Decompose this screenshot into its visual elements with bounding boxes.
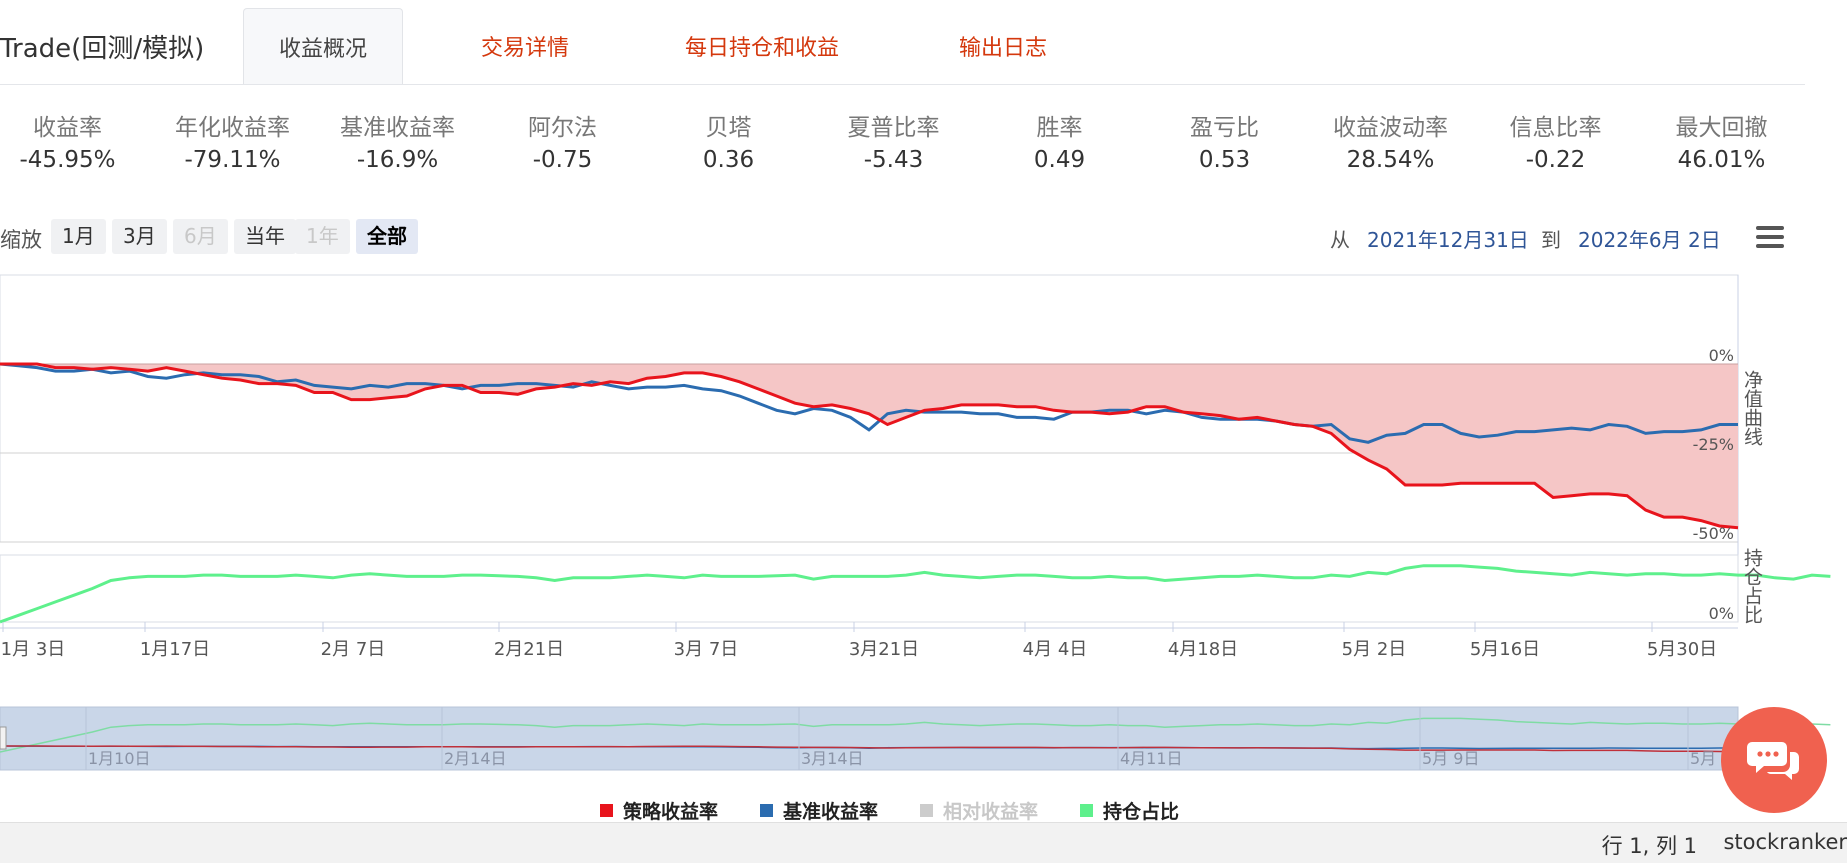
status-bar — [0, 822, 1847, 863]
navigator-handle-left — [0, 726, 7, 750]
metric-label: 年化收益率 — [175, 115, 290, 141]
x-tick-label: 2月 7日 — [321, 639, 386, 660]
y-tick-label: -50% — [1693, 524, 1734, 543]
metric-label: 阿尔法 — [528, 115, 597, 141]
x-tick-label: 3月 7日 — [674, 639, 739, 660]
metric-label: 信息比率 — [1509, 115, 1602, 141]
tab-trade-details[interactable]: 交易详情 — [481, 36, 570, 61]
status-cursor-position: 行 1, 列 1 — [1601, 834, 1697, 858]
legend-relative[interactable]: 相对收益率 — [920, 797, 1038, 824]
tab-output-log[interactable]: 输出日志 — [959, 36, 1048, 61]
zoom-1y-button[interactable]: 1年 — [295, 219, 350, 254]
navigator-strategy-line — [0, 745, 1738, 753]
metric-item: 阿尔法 -0.75 — [480, 112, 645, 176]
navigator-tick-label: 4月11日 — [1120, 749, 1183, 768]
metric-value: 28.54% — [1346, 147, 1435, 173]
tab-divider — [0, 84, 1805, 85]
navigator-tick-label: 1月10日 — [88, 749, 151, 768]
app-title: Trade(回测/模拟) — [0, 34, 205, 64]
chat-bubble-icon — [1747, 742, 1799, 780]
metric-value: 0.36 — [702, 147, 755, 173]
drawdown-area — [0, 364, 1738, 528]
navigator-tick-label: 5月 9日 — [1422, 749, 1479, 768]
range-from-word: 从 — [1330, 228, 1350, 252]
zoom-label: 缩放 — [0, 228, 42, 252]
panel-label-position: 持仓占比 — [1741, 548, 1763, 624]
x-tick-label: 5月16日 — [1470, 639, 1540, 660]
returns-chart[interactable]: 0% -25% -50% 净值曲线 0% 持仓占比 1月 3日 1月17日 2月 7日 2月21日… — [0, 270, 1847, 790]
legend-position[interactable]: 持仓占比 — [1080, 797, 1179, 824]
metric-value: 0.49 — [1033, 147, 1086, 173]
x-tick-label: 1月17日 — [140, 639, 210, 660]
metric-label: 收益波动率 — [1333, 115, 1448, 141]
metric-label: 基准收益率 — [340, 115, 455, 141]
y-tick-label: -25% — [1693, 435, 1734, 454]
range-from-date[interactable]: 2021年12月31日 — [1367, 228, 1529, 252]
x-tick-label: 5月30日 — [1647, 639, 1717, 660]
metric-value: -5.43 — [863, 147, 924, 173]
navigator-tick-label: 2月14日 — [444, 749, 507, 768]
metric-item: 收益率 -45.95% — [0, 112, 150, 176]
position-plot-area — [0, 554, 1739, 623]
metric-item: 基准收益率 -16.9% — [315, 112, 480, 176]
navigator-tick-label: 5月 — [1690, 749, 1716, 768]
zoom-6m-button[interactable]: 6月 — [173, 219, 228, 254]
x-tick-label: 2月21日 — [494, 639, 564, 660]
metric-item: 收益波动率 28.54% — [1308, 112, 1473, 176]
metric-label: 贝塔 — [705, 115, 752, 141]
position-line — [0, 564, 1831, 624]
x-tick-label: 4月18日 — [1168, 639, 1238, 660]
metric-item: 盈亏比 0.53 — [1142, 112, 1307, 176]
navigator-selection — [0, 706, 1739, 771]
status-username: stockranker — [1723, 830, 1847, 854]
y-tick-label: 0% — [1709, 346, 1734, 365]
x-tick-label: 5月 2日 — [1342, 639, 1407, 660]
legend-strategy[interactable]: 策略收益率 — [600, 797, 718, 824]
strategy-line — [0, 362, 1739, 530]
metric-item: 贝塔 0.36 — [646, 112, 811, 176]
metric-label: 盈亏比 — [1190, 115, 1259, 141]
metric-value: 0.53 — [1198, 147, 1251, 173]
metric-value: -16.9% — [356, 147, 439, 173]
metric-item: 最大回撤 46.01% — [1639, 112, 1804, 176]
metric-label: 最大回撤 — [1675, 115, 1768, 141]
metric-label: 夏普比率 — [847, 115, 940, 141]
zoom-1m-button[interactable]: 1月 — [51, 219, 106, 254]
navigator-position-line — [0, 717, 1831, 753]
metric-item: 信息比率 -0.22 — [1473, 112, 1638, 176]
metric-item: 夏普比率 -5.43 — [811, 112, 976, 176]
benchmark-line — [0, 362, 1738, 444]
metric-value: 46.01% — [1677, 147, 1766, 173]
zoom-3m-button[interactable]: 3月 — [112, 219, 167, 254]
panel-label-nav: 净值曲线 — [1741, 370, 1763, 446]
metric-label: 胜率 — [1036, 115, 1083, 141]
x-tick-label: 1月 3日 — [1, 639, 66, 660]
y-tick-label: 0% — [1709, 604, 1734, 623]
zoom-all-button[interactable]: 全部 — [356, 219, 418, 254]
zoom-ytd-button[interactable]: 当年 — [234, 219, 296, 254]
range-to-word: 到 — [1541, 228, 1561, 252]
metric-value: -0.22 — [1525, 147, 1586, 173]
legend-benchmark[interactable]: 基准收益率 — [760, 797, 878, 824]
metric-value: -0.75 — [532, 147, 593, 173]
metric-label: 收益率 — [33, 115, 102, 141]
range-to-date[interactable]: 2022年6月 2日 — [1578, 228, 1721, 252]
metric-item: 胜率 0.49 — [977, 112, 1142, 176]
hamburger-menu-icon[interactable] — [1756, 226, 1784, 248]
tab-overview[interactable]: 收益概况 — [243, 8, 403, 84]
navigator-tick-label: 3月14日 — [801, 749, 864, 768]
x-tick-label: 3月21日 — [849, 639, 919, 660]
x-tick-label: 4月 4日 — [1023, 639, 1088, 660]
metric-value: -79.11% — [184, 147, 281, 173]
metric-value: -45.95% — [19, 147, 116, 173]
chat-button[interactable] — [1721, 707, 1827, 813]
tab-daily-positions[interactable]: 每日持仓和收益 — [685, 36, 840, 61]
metric-item: 年化收益率 -79.11% — [150, 112, 315, 176]
